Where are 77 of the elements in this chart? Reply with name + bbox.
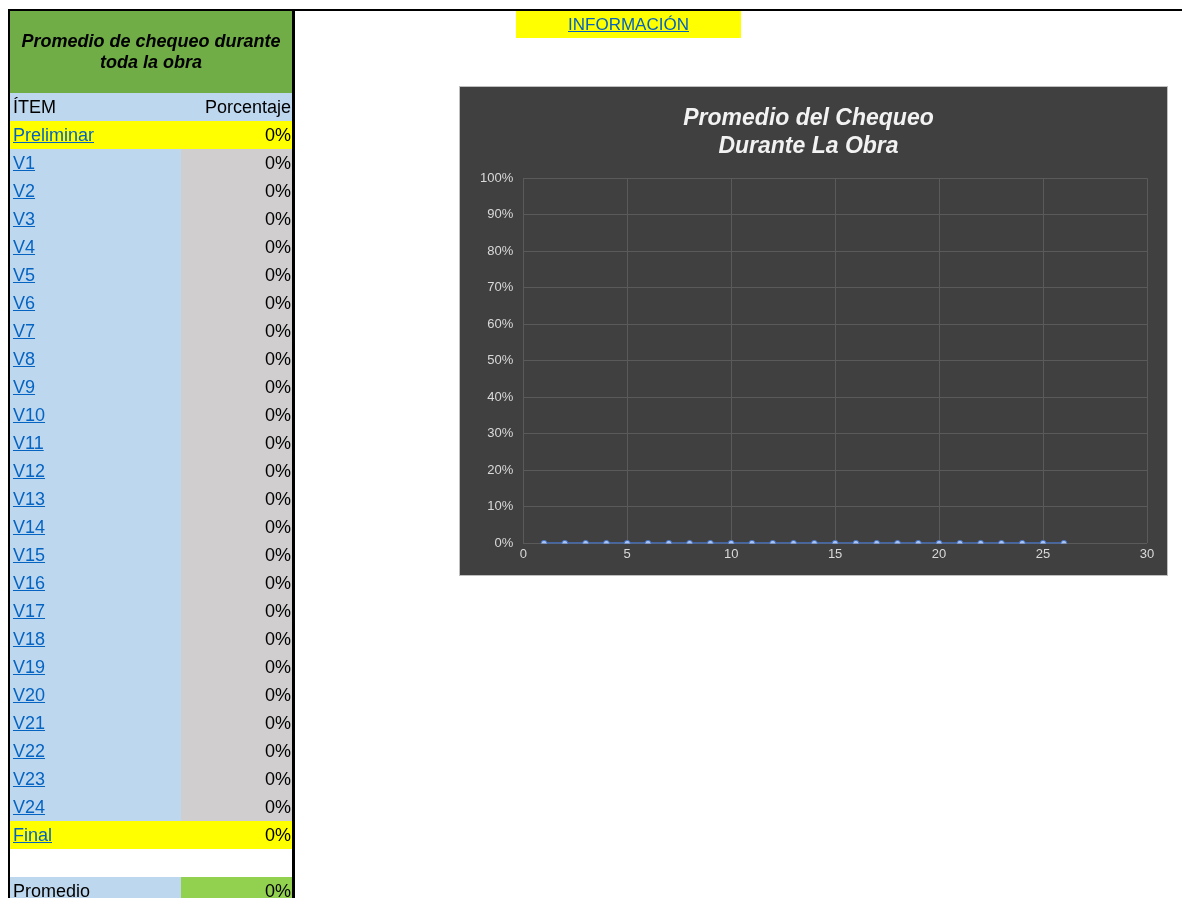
x-tick-label: 10 <box>723 545 739 561</box>
y-tick-label: 50% <box>487 352 514 368</box>
y-tick-label: 0% <box>494 534 514 550</box>
text: Promedio de chequeo durante toda la obra <box>10 11 292 93</box>
text: 0% <box>264 237 291 257</box>
text: 0% <box>264 545 291 565</box>
category-label: V15 <box>13 545 46 565</box>
text: 0% <box>264 489 291 509</box>
category-label: V16 <box>13 573 46 593</box>
text: 0% <box>264 685 291 705</box>
y-tick-label: 10% <box>487 498 514 514</box>
text: 0% <box>264 265 291 285</box>
x-tick-label: 0 <box>519 545 527 561</box>
text: 0% <box>264 461 291 481</box>
text: 0% <box>264 153 291 173</box>
text: 0% <box>264 657 291 677</box>
x-tick-label: 15 <box>827 545 843 561</box>
category-label: V10 <box>13 405 46 425</box>
text: 0% <box>264 573 291 593</box>
text: 0% <box>264 797 291 817</box>
text: 0% <box>264 209 291 229</box>
text: 0% <box>264 125 291 145</box>
category-label: V22 <box>13 741 46 761</box>
text: 0% <box>181 877 292 898</box>
text: 0% <box>264 377 291 397</box>
category-label: V14 <box>13 517 46 537</box>
category-label: V24 <box>13 797 46 817</box>
text: Promedio <box>10 877 181 898</box>
category-label: V6 <box>13 293 36 313</box>
text: 0% <box>264 181 291 201</box>
category-label: V13 <box>13 489 46 509</box>
y-tick-label: 20% <box>487 461 514 477</box>
x-tick-label: 30 <box>1139 545 1155 561</box>
category-label: V5 <box>13 265 36 285</box>
text: INFORMACIÓN <box>568 15 689 34</box>
category-label: Preliminar <box>13 125 95 145</box>
text: 0% <box>264 769 291 789</box>
category-label: V21 <box>13 713 46 733</box>
text: 0% <box>264 601 291 621</box>
category-label: V12 <box>13 461 46 481</box>
x-tick-label: 25 <box>1035 545 1051 561</box>
y-tick-label: 90% <box>487 206 514 222</box>
y-tick-label: 80% <box>487 242 514 258</box>
category-label: V1 <box>13 153 36 173</box>
text: 0% <box>264 321 291 341</box>
category-label: V3 <box>13 209 36 229</box>
y-tick-label: 100% <box>480 169 514 185</box>
text: 0% <box>264 349 291 369</box>
category-label: Final <box>13 825 53 845</box>
text: 0% <box>264 825 291 845</box>
category-label: V17 <box>13 601 46 621</box>
category-label: V23 <box>13 769 46 789</box>
category-label: V9 <box>13 377 36 397</box>
category-label: V8 <box>13 349 36 369</box>
text: Porcentaje <box>181 93 292 121</box>
text: ÍTEM <box>10 93 181 121</box>
category-label: V2 <box>13 181 36 201</box>
category-label: V11 <box>13 433 44 453</box>
text: 0% <box>264 405 291 425</box>
y-tick-label: 70% <box>487 279 514 295</box>
chart-title: Promedio del Chequeo Durante La Obra <box>683 104 934 158</box>
category-label: V20 <box>13 685 46 705</box>
y-tick-label: 60% <box>487 315 514 331</box>
category-label: V19 <box>13 657 46 677</box>
text: 0% <box>264 629 291 649</box>
x-tick-label: 20 <box>931 545 947 561</box>
x-tick-label: 5 <box>623 545 631 561</box>
category-label: V4 <box>13 237 36 257</box>
text: 0% <box>264 433 291 453</box>
text: 0% <box>264 293 291 313</box>
category-label: V18 <box>13 629 46 649</box>
text: 0% <box>264 713 291 733</box>
category-label: V7 <box>13 321 36 341</box>
y-tick-label: 40% <box>487 388 514 404</box>
y-tick-label: 30% <box>487 425 514 441</box>
text: 0% <box>264 741 291 761</box>
text: 0% <box>264 517 291 537</box>
